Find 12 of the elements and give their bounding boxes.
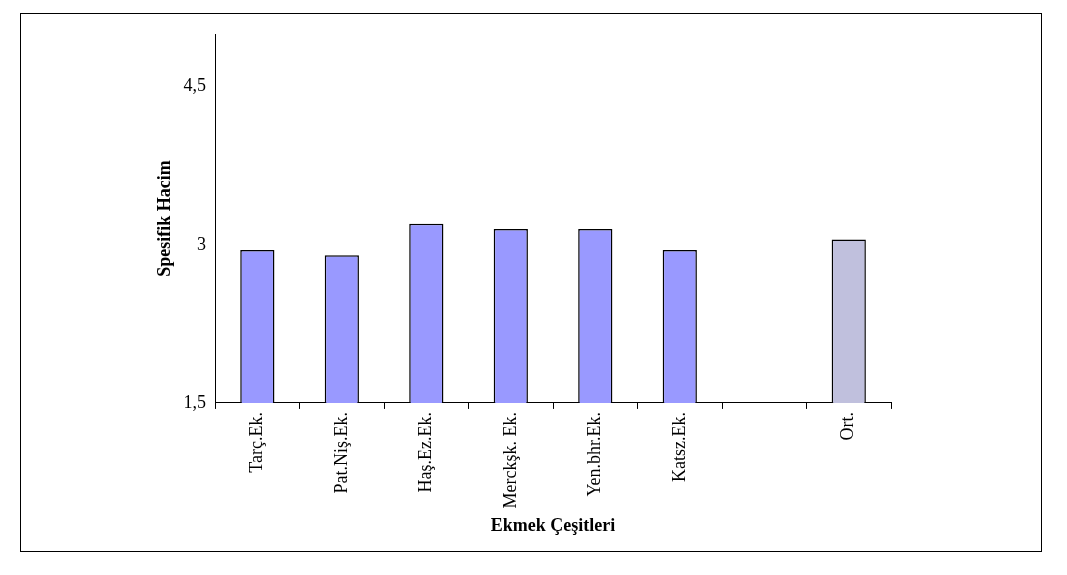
- x-tick-label: Tarç.Ek.: [246, 411, 267, 473]
- x-tick-label: Katsz.Ek.: [668, 411, 689, 482]
- y-tick-label: 4,5: [183, 75, 207, 96]
- x-tick-label: Ort.: [837, 411, 858, 441]
- x-tick-label: Pat.Niş.Ek.: [330, 411, 351, 494]
- y-axis-title: Spesifik Hacim: [154, 160, 175, 277]
- x-axis-title: Ekmek Çeşitleri: [490, 514, 616, 535]
- x-tick-label: Merckşk. Ek.: [499, 411, 520, 509]
- y-tick-label: 3: [197, 233, 207, 254]
- y-tick-label: 1,5: [183, 391, 207, 412]
- x-tick-label: Haş.Ez.Ek.: [415, 411, 436, 493]
- x-tick-label: Yen.bhr.Ek.: [584, 411, 605, 497]
